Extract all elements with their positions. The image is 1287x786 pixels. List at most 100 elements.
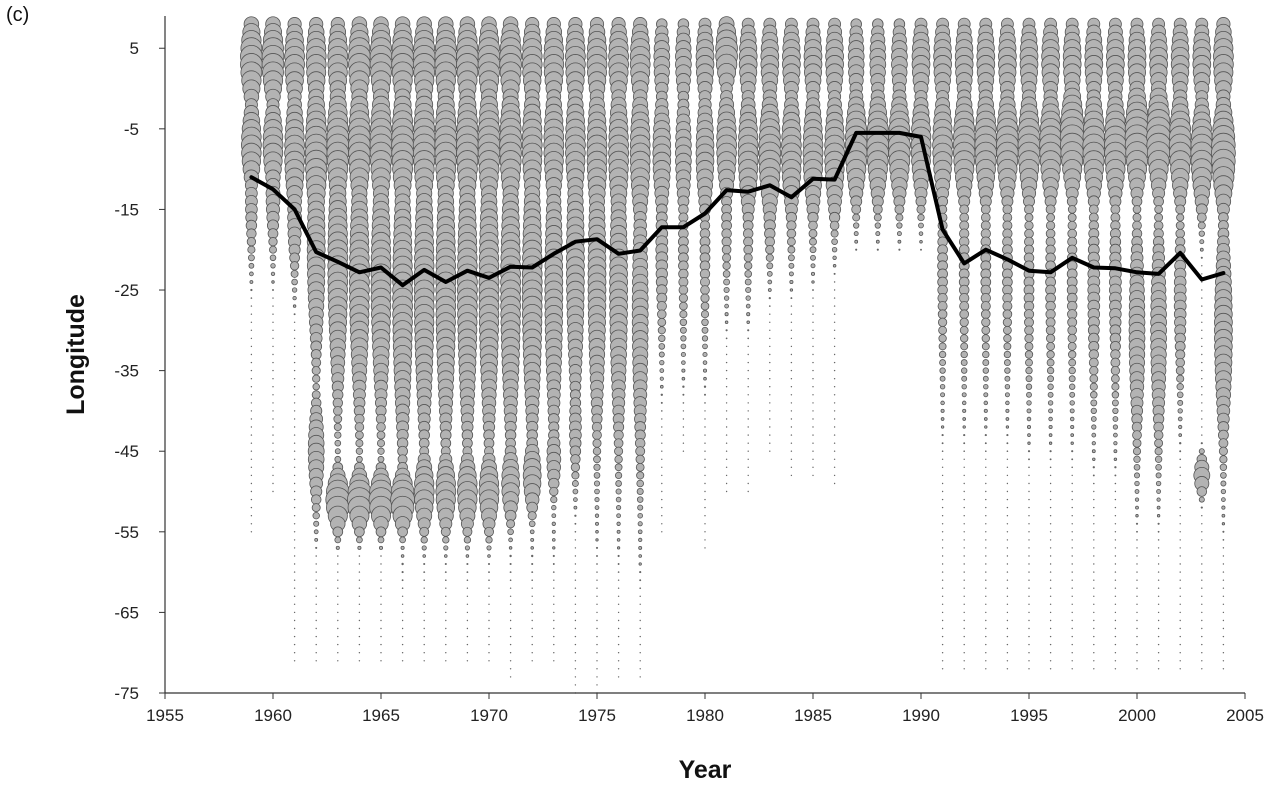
bubble-point [833,458,836,460]
bubble-point [1134,497,1140,502]
bubble-point [833,353,836,356]
bubble-point [963,668,965,670]
bubble-point [1201,434,1203,436]
bubble-point [1093,490,1095,493]
bubble-point [1028,523,1030,525]
bubble-point [1157,635,1160,638]
bubble-point [1201,652,1203,654]
bubble-point [938,342,947,351]
bubble-point [1049,611,1052,614]
bubble-point [635,446,646,457]
bubble-point [959,309,970,320]
bubble-point [1006,523,1009,525]
bubble-point [747,361,749,364]
bubble-point [1006,595,1009,597]
bubble-point [963,660,965,662]
bubble-point [1111,382,1120,391]
x-tick-label: 2005 [1226,706,1264,725]
bubble-point [980,309,991,320]
bubble-point [1179,652,1181,654]
bubble-point [466,571,469,574]
bubble-point [293,337,296,340]
bubble-point [790,402,793,404]
bubble-point [358,652,361,654]
bubble-point [661,490,663,493]
bubble-point [1006,434,1009,437]
bubble-point [769,426,771,428]
bubble-point [1026,408,1032,414]
bubble-point [812,426,814,428]
bubble-point [334,439,342,447]
bubble-point [617,652,620,654]
bubble-point [985,450,987,453]
bubble-point [596,555,598,557]
bubble-point [984,442,987,445]
bubble-point [700,301,710,311]
bubble-point [293,369,296,372]
bubble-point [743,244,754,255]
bubble-point [333,422,342,431]
bubble-point [509,603,512,605]
bubble-point [531,579,533,581]
bubble-point [1179,603,1181,605]
bubble-point [1006,474,1009,477]
bubble-point [272,297,274,299]
bubble-point [246,228,257,239]
bubble-point [747,402,749,404]
bubble-point [1006,515,1009,517]
bubble-point [1006,490,1009,493]
bubble-point [895,213,904,222]
bubble-point [1049,531,1052,533]
bubble-point [1197,221,1206,230]
bubble-point [1028,458,1030,461]
bubble-point [941,498,944,501]
bubble-point [1222,530,1225,533]
bubble-point [250,313,253,315]
bubble-point [293,571,296,573]
bubble-point [704,523,706,525]
bubble-point [596,619,598,622]
bubble-point [985,668,987,670]
bubble-point [1201,273,1203,275]
bubble-point [423,611,425,614]
bubble-point [1201,297,1203,299]
bubble-point [722,270,731,278]
bubble-point [1003,350,1012,359]
bubble-point [725,482,728,485]
bubble-point [595,538,599,542]
bubble-point [941,627,944,630]
bubble-point [1114,587,1117,589]
bubble-point [464,545,470,551]
bubble-point [315,619,317,622]
bubble-point [250,297,253,299]
bubble-point [250,386,253,388]
bubble-point [401,562,404,566]
bubble-point [1006,660,1009,662]
bubble-point [744,278,752,286]
bubble-point [553,660,555,662]
bubble-point [810,263,816,269]
bubble-point [768,296,771,300]
bubble-point [315,587,317,589]
bubble-point [1069,391,1076,398]
bubble-point [812,378,814,380]
bubble-point [1179,506,1181,509]
bubble-point [1045,220,1056,231]
bubble-point [293,595,296,597]
bubble-point [658,334,666,343]
bubble-point [443,545,449,551]
bubble-point [1090,399,1098,407]
bubble-point [488,611,490,614]
bubble-point [812,450,814,452]
bubble-point [1049,660,1052,662]
bubble-point [1176,383,1184,391]
bubble-point [530,537,535,542]
bubble-point [941,579,944,581]
bubble-point [272,361,274,364]
bubble-point [1028,652,1030,654]
bubble-point [985,555,987,557]
bubble-point [1028,482,1030,485]
bubble-point [617,619,620,622]
bubble-point [1049,563,1052,565]
bubble-point [963,523,965,525]
